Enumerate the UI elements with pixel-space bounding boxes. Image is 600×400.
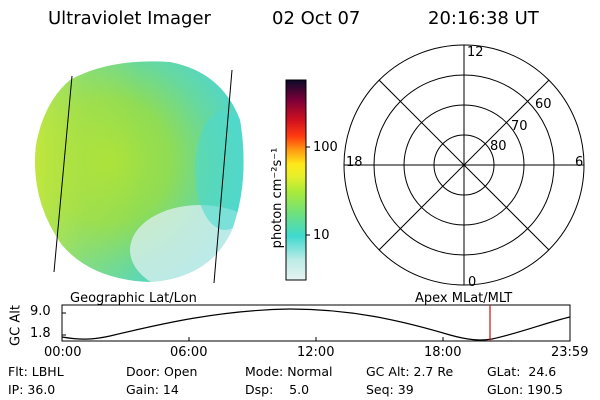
y-tick-label-9: 9.0 <box>30 304 51 319</box>
colorbar <box>285 79 307 281</box>
colorbar-label-10: 10 <box>313 228 330 243</box>
y-tick-label-1-8: 1.8 <box>30 326 51 341</box>
x-tick-label-1800: 18:00 <box>424 345 462 360</box>
info-flt: Flt: LBHL <box>8 364 64 379</box>
info-ip: IP: 36.0 <box>8 382 56 397</box>
altitude-plot-frame <box>61 304 571 342</box>
mlt-label-18: 18 <box>346 155 363 170</box>
mlt-label-6: 6 <box>575 155 584 170</box>
imager-title: Ultraviolet Imager <box>48 8 211 29</box>
info-door: Door: Open <box>126 364 198 379</box>
x-tick-label-1200: 12:00 <box>297 345 335 360</box>
polar-diagonal-2 <box>378 79 550 251</box>
lat-label-80: 80 <box>490 139 507 154</box>
polar-dial <box>343 44 585 286</box>
lat-label-60: 60 <box>535 97 552 112</box>
lat-label-70: 70 <box>511 119 528 134</box>
aurora-image <box>35 61 244 282</box>
info-gc-alt: GC Alt: 2.7 Re <box>366 364 454 379</box>
info-seq: Seq: 39 <box>366 382 414 397</box>
x-tick-label-0000: 00:00 <box>44 345 82 360</box>
info-gain: Gain: 14 <box>126 382 179 397</box>
lon-line-left <box>53 75 73 273</box>
lon-line-right <box>213 69 233 284</box>
altitude-curve <box>61 308 571 341</box>
date-label: 02 Oct 07 <box>272 8 361 29</box>
colorbar-label-100: 100 <box>313 140 338 155</box>
mlt-label-0: 0 <box>468 275 477 290</box>
info-glat: GLat: 24.6 <box>487 364 557 379</box>
gc-alt-axis-label: GC Alt <box>8 305 24 346</box>
time-label: 20:16:38 UT <box>428 8 539 29</box>
info-dsp: Dsp: 5.0 <box>245 382 310 397</box>
apex-title: Apex MLat/MLT <box>415 291 513 306</box>
colorbar-unit-label: photon cm⁻²s⁻¹ <box>270 147 285 249</box>
geographic-title: Geographic Lat/Lon <box>70 291 197 306</box>
x-tick-label-0600: 06:00 <box>170 345 208 360</box>
info-mode: Mode: Normal <box>245 364 333 379</box>
info-glon: GLon: 190.5 <box>487 382 563 397</box>
mlt-label-12: 12 <box>467 45 484 60</box>
x-tick-label-2359: 23:59 <box>551 345 589 360</box>
